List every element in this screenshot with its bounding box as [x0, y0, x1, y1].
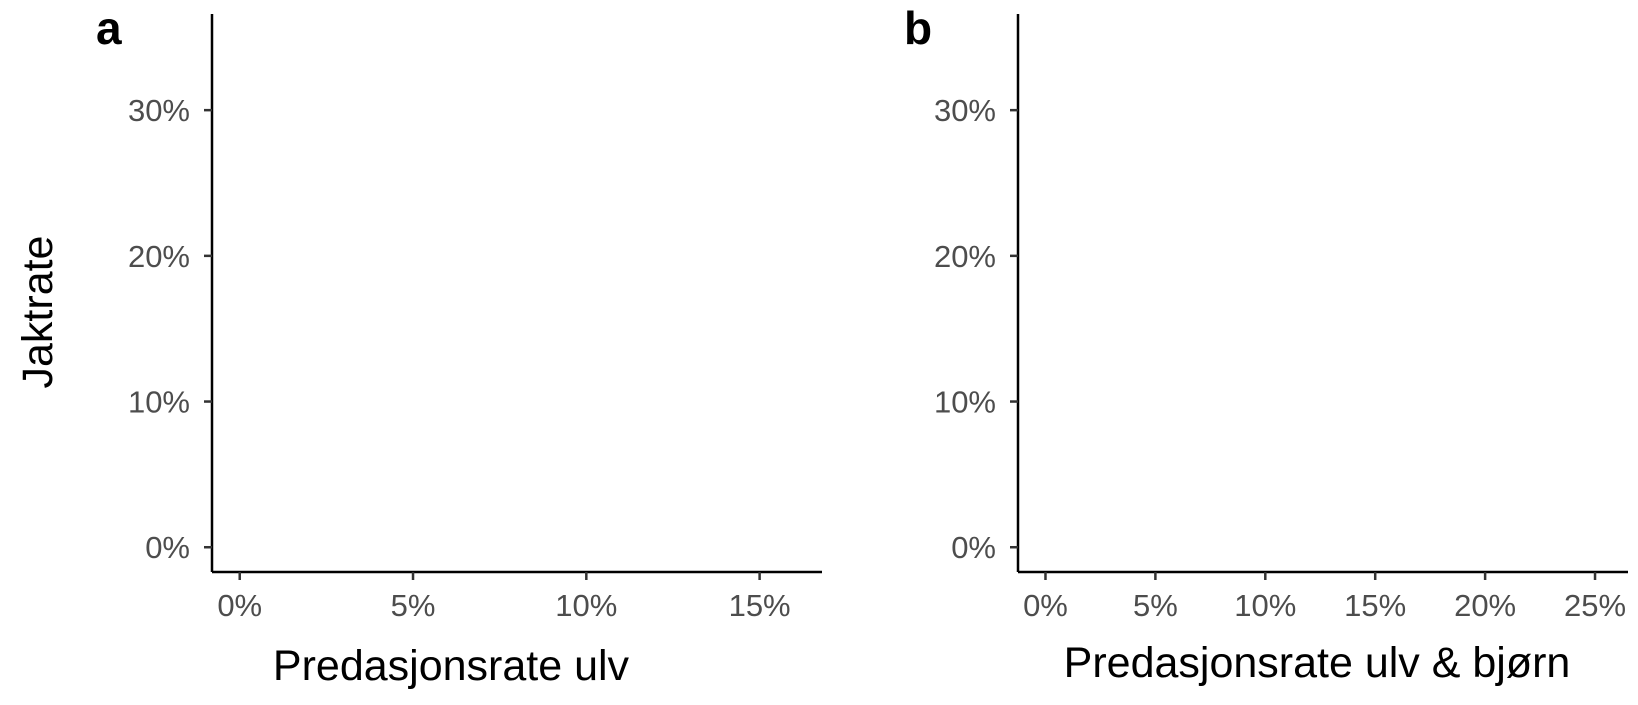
x-tick-label: 15% — [729, 588, 791, 623]
panel-b: b 0% 10% 20% 30% 0% 5% 10% 15% 20% 25% Predasjonsra… — [904, 2, 1628, 687]
x-tick-label: 0% — [1023, 588, 1068, 623]
x-axis-title: Predasjonsrate ulv & bjørn — [1064, 639, 1571, 687]
y-tick-label: 30% — [934, 93, 996, 128]
x-tick-label: 5% — [391, 588, 436, 623]
x-tick-label: 0% — [217, 588, 262, 623]
x-axis-title: Predasjonsrate ulv — [273, 642, 630, 690]
x-tick-label: 20% — [1454, 588, 1516, 623]
y-tick-label: 10% — [934, 385, 996, 420]
y-tick-label: 20% — [934, 239, 996, 274]
y-tick-label: 20% — [128, 239, 190, 274]
y-tick-label: 10% — [128, 385, 190, 420]
panel-tag: b — [904, 2, 932, 54]
y-tick-label: 30% — [128, 93, 190, 128]
panel-a: a 0% 10% 20% 30% 0% 5% 10% 15% Predasjonsrate ulv — [96, 2, 822, 690]
x-tick-label: 5% — [1133, 588, 1178, 623]
x-tick-label: 10% — [555, 588, 617, 623]
x-tick-label: 10% — [1234, 588, 1296, 623]
x-tick-label: 25% — [1564, 588, 1626, 623]
x-tick-label: 15% — [1344, 588, 1406, 623]
y-tick-label: 0% — [145, 530, 190, 565]
panel-tag: a — [96, 2, 122, 54]
y-tick-label: 0% — [951, 530, 996, 565]
y-axis-title: Jaktrate — [14, 236, 62, 389]
